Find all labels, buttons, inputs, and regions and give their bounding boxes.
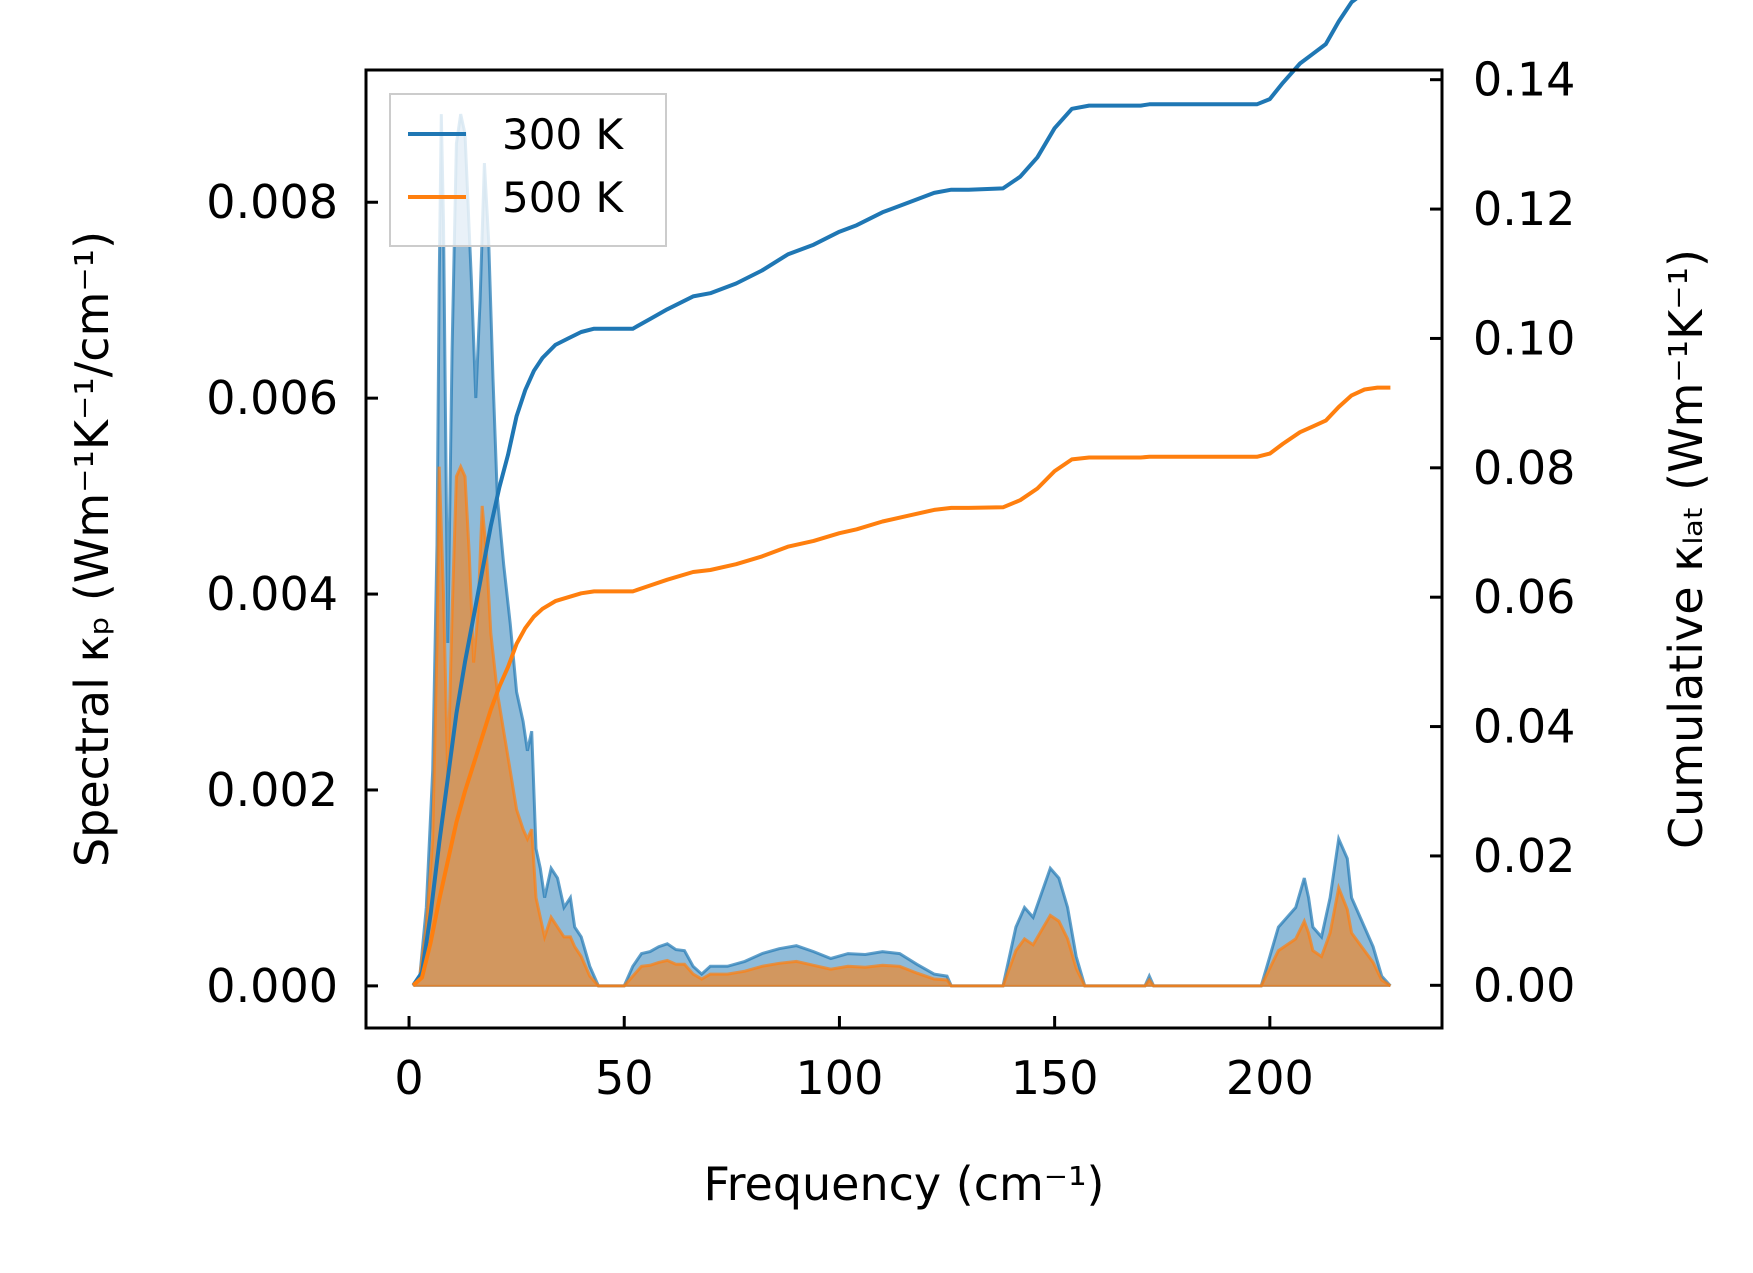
legend-label-300k: 300 K bbox=[502, 110, 625, 159]
plot-frame bbox=[364, 68, 1444, 1030]
y-right-tick-label: 0.12 bbox=[1473, 182, 1575, 236]
y-left-tick-label: 0.004 bbox=[206, 567, 338, 621]
legend: 300 K 500 K bbox=[389, 93, 667, 247]
spectral-areas bbox=[412, 113, 1392, 988]
y-right-tick-label: 0.06 bbox=[1473, 570, 1575, 624]
y-right-tick-label: 0.08 bbox=[1473, 441, 1575, 495]
x-tick-label: 0 bbox=[394, 1051, 423, 1105]
y-right-tick-label: 0.00 bbox=[1473, 958, 1575, 1012]
axis-ticks: 0 50 100 150 200 0.000 0.002 0.004 0.006 0.008 0.0… bbox=[206, 53, 1575, 1105]
legend-label-500k: 500 K bbox=[502, 173, 625, 222]
y-right-tick-label: 0.04 bbox=[1473, 700, 1575, 754]
y-right-axis-title: Cumulative κₗₐₜ (Wm⁻¹K⁻¹) bbox=[1659, 249, 1713, 849]
y-left-tick-label: 0.000 bbox=[206, 959, 338, 1013]
spectral-outline-500k bbox=[412, 462, 1392, 988]
y-left-tick-label: 0.006 bbox=[206, 371, 338, 425]
x-tick-label: 50 bbox=[595, 1051, 654, 1105]
cumulative-line-500k bbox=[411, 385, 1391, 987]
x-tick-label: 100 bbox=[796, 1051, 884, 1105]
x-axis-title: Frequency (cm⁻¹) bbox=[704, 1157, 1105, 1211]
x-tick-label: 200 bbox=[1226, 1051, 1314, 1105]
y-left-tick-label: 0.008 bbox=[206, 175, 338, 229]
y-right-tick-label: 0.10 bbox=[1473, 311, 1575, 365]
spectral-area-500k bbox=[413, 466, 1391, 986]
y-left-axis-title: Spectral κₚ (Wm⁻¹K⁻¹/cm⁻¹) bbox=[65, 231, 119, 867]
cumulative-line-300k bbox=[411, 0, 1358, 987]
y-left-tick-label: 0.002 bbox=[206, 763, 338, 817]
legend-box bbox=[389, 93, 667, 247]
y-right-tick-label: 0.14 bbox=[1473, 53, 1575, 107]
x-tick-label: 150 bbox=[1011, 1051, 1099, 1105]
series-lines bbox=[411, 0, 1391, 987]
y-right-tick-label: 0.02 bbox=[1473, 829, 1575, 883]
